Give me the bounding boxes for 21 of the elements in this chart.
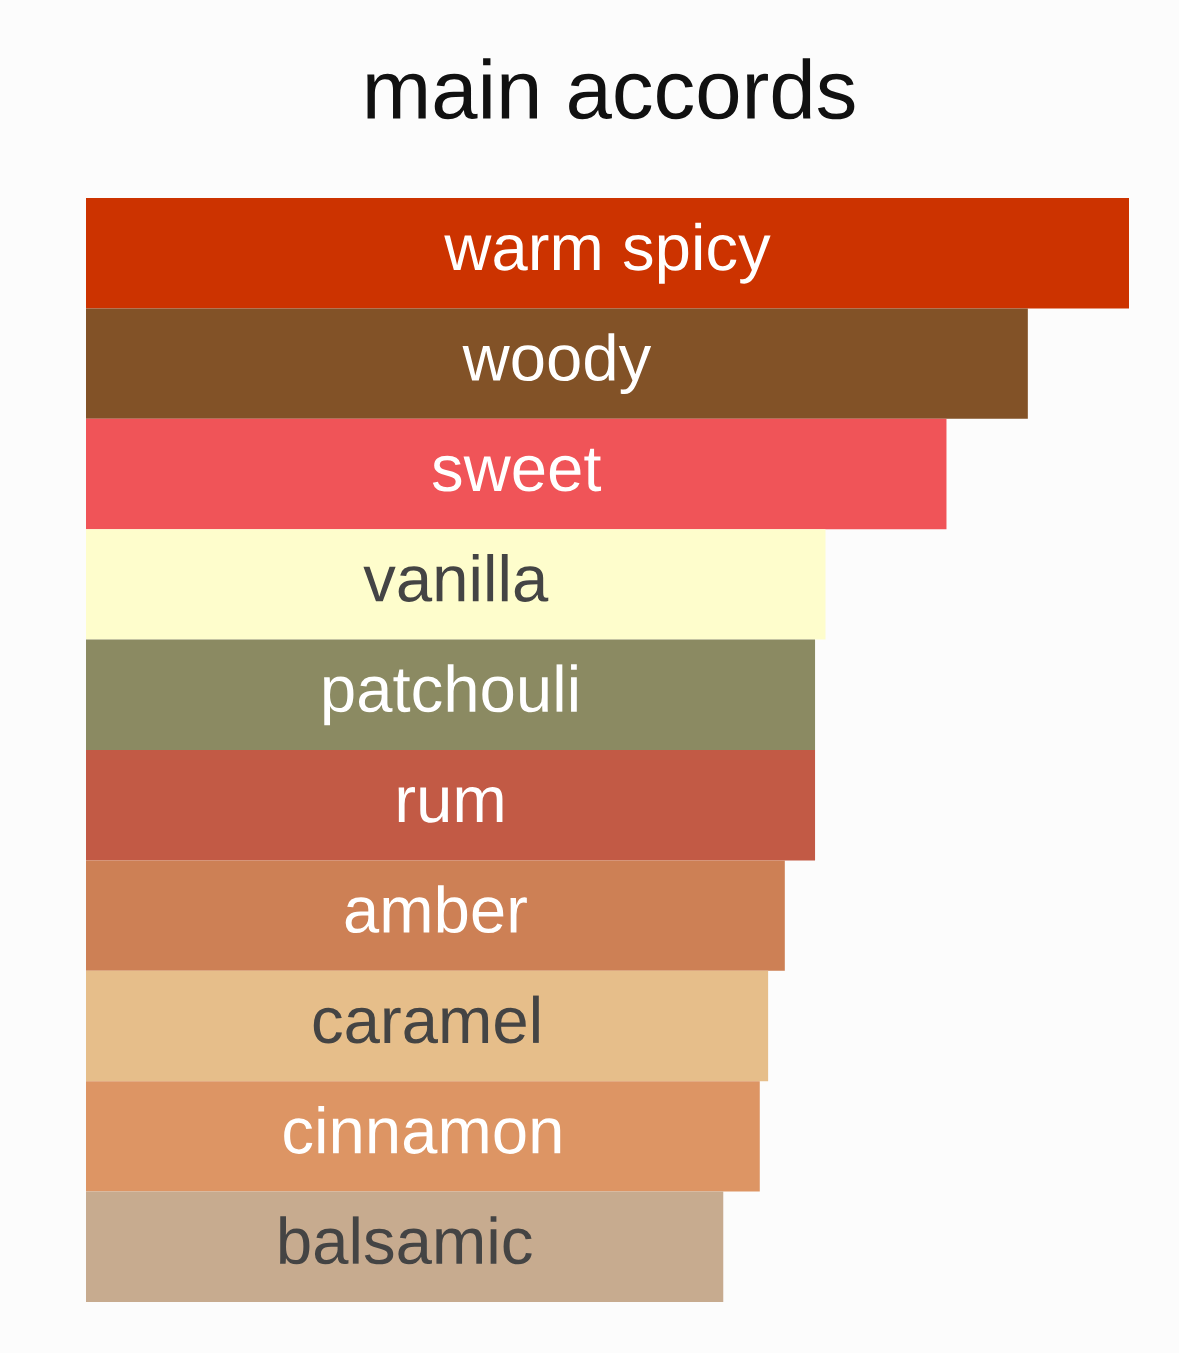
bar xyxy=(86,529,826,640)
y-tick-label: woody xyxy=(462,333,652,395)
bar xyxy=(86,860,785,971)
y-tick-label: warm spicy xyxy=(444,222,771,284)
y-tick-label: sweet xyxy=(432,448,602,492)
bar xyxy=(86,1191,724,1302)
bar xyxy=(86,308,1028,419)
bar xyxy=(86,1081,760,1192)
bar xyxy=(86,639,816,750)
y-tick-label: caramel xyxy=(313,995,539,1044)
y-tick-label: patchouli xyxy=(324,664,577,726)
bar xyxy=(86,750,816,861)
bar xyxy=(86,970,769,1082)
y-tick-label: balsamic xyxy=(280,1216,532,1265)
y-tick-label: cinnamon xyxy=(284,1105,561,1154)
bar xyxy=(86,418,947,530)
bar xyxy=(86,198,1129,309)
y-tick-label: rum xyxy=(398,786,503,823)
y-tick-label: amber xyxy=(345,885,527,934)
chart-title: main accords xyxy=(367,58,855,120)
y-tick-label: vanilla xyxy=(363,553,549,602)
